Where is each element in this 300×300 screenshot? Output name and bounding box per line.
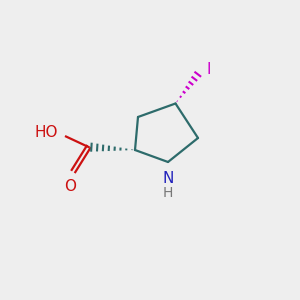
Text: I: I	[206, 61, 211, 76]
Text: HO: HO	[35, 125, 58, 140]
Text: H: H	[163, 186, 173, 200]
Text: O: O	[64, 179, 76, 194]
Text: N: N	[162, 171, 174, 186]
